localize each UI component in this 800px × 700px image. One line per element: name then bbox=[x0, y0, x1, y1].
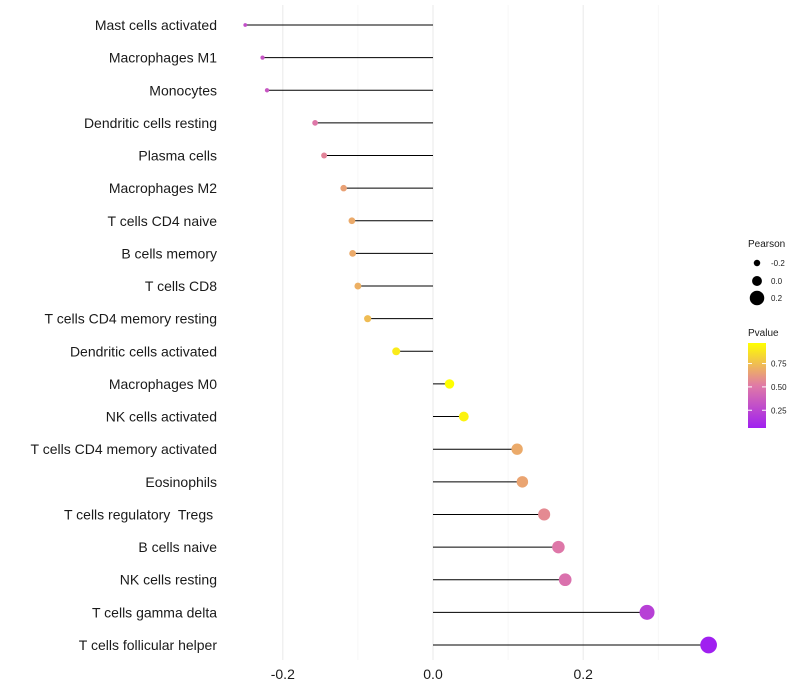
category-label: Plasma cells bbox=[138, 148, 217, 164]
point bbox=[260, 55, 265, 60]
category-label: T cells CD4 naive bbox=[108, 213, 218, 229]
point bbox=[264, 88, 270, 93]
x-tick-label: 0.2 bbox=[573, 666, 593, 682]
category-label: Macrophages M0 bbox=[109, 376, 217, 392]
point bbox=[348, 217, 356, 225]
point bbox=[552, 540, 565, 554]
point bbox=[700, 636, 717, 654]
point bbox=[321, 152, 328, 159]
category-label: Macrophages M2 bbox=[109, 180, 217, 196]
point bbox=[354, 282, 362, 290]
size-legend-label: -0.2 bbox=[771, 259, 785, 268]
category-label: T cells CD4 memory activated bbox=[31, 441, 217, 457]
color-legend-title: Pvalue bbox=[748, 328, 779, 339]
category-labels: Mast cells activated Macrophages M1 Monocy… bbox=[31, 17, 218, 653]
size-legend-label: 0.2 bbox=[771, 294, 783, 303]
category-label: Monocytes bbox=[149, 82, 217, 98]
x-axis-ticks: -0.2 0.0 0.2 bbox=[271, 666, 593, 682]
color-legend-bar bbox=[748, 343, 766, 428]
x-tick-label: 0.0 bbox=[423, 666, 443, 682]
point bbox=[516, 476, 529, 488]
size-legend-label: 0.0 bbox=[771, 277, 783, 286]
point bbox=[444, 379, 455, 389]
point bbox=[458, 411, 469, 422]
color-legend: Pvalue 0.75 0.50 0.25 bbox=[748, 328, 787, 428]
color-legend-label: 0.50 bbox=[771, 383, 787, 392]
category-label: Dendritic cells activated bbox=[70, 343, 217, 359]
category-label: T cells follicular helper bbox=[79, 637, 218, 653]
point bbox=[364, 315, 372, 323]
category-label: T cells regulatory Tregs bbox=[64, 506, 217, 522]
point bbox=[243, 23, 248, 27]
category-label: B cells memory bbox=[121, 245, 217, 261]
category-label: Macrophages M1 bbox=[109, 50, 217, 66]
category-label: B cells naive bbox=[138, 539, 217, 555]
points bbox=[243, 23, 717, 654]
point bbox=[340, 184, 347, 192]
size-legend-key bbox=[749, 290, 765, 306]
size-legend-key bbox=[752, 276, 762, 286]
point bbox=[558, 573, 572, 587]
category-label: T cells CD8 bbox=[145, 278, 217, 294]
category-label: T cells CD4 memory resting bbox=[45, 311, 217, 327]
category-label: NK cells resting bbox=[120, 572, 217, 588]
category-label: Dendritic cells resting bbox=[84, 115, 217, 131]
color-legend-label: 0.25 bbox=[771, 406, 787, 415]
point bbox=[511, 443, 523, 455]
size-legend-title: Pearson bbox=[748, 239, 785, 250]
point bbox=[392, 347, 401, 356]
point bbox=[312, 120, 318, 126]
gridlines bbox=[282, 5, 659, 660]
category-label: Mast cells activated bbox=[95, 17, 217, 33]
category-label: Eosinophils bbox=[145, 474, 217, 490]
size-legend: Pearson -0.2 0.0 0.2 bbox=[748, 239, 785, 306]
point bbox=[349, 250, 357, 257]
x-tick-label: -0.2 bbox=[271, 666, 295, 682]
point bbox=[639, 604, 655, 620]
stems bbox=[245, 24, 709, 646]
category-label: NK cells activated bbox=[106, 409, 217, 425]
size-legend-key bbox=[753, 259, 761, 267]
point bbox=[538, 508, 551, 521]
category-label: T cells gamma delta bbox=[92, 604, 217, 620]
color-legend-label: 0.75 bbox=[771, 360, 787, 369]
